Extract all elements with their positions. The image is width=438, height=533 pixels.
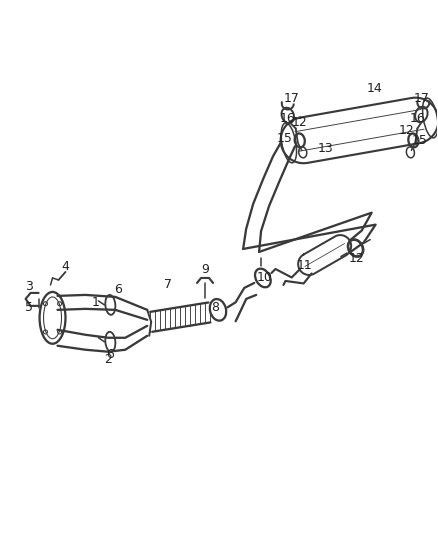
Text: 2: 2 <box>104 353 112 366</box>
Text: 5: 5 <box>25 301 32 314</box>
Text: 13: 13 <box>318 142 333 155</box>
Text: 4: 4 <box>62 261 70 273</box>
Text: 12: 12 <box>399 124 414 137</box>
Text: 1: 1 <box>92 296 99 309</box>
Text: 16: 16 <box>280 112 296 125</box>
Text: 17: 17 <box>413 92 429 105</box>
Text: 16: 16 <box>410 112 425 125</box>
Text: 15: 15 <box>277 132 293 145</box>
Text: 14: 14 <box>367 82 382 95</box>
Text: 15: 15 <box>411 134 427 147</box>
Text: 6: 6 <box>114 284 122 296</box>
Text: 11: 11 <box>297 259 313 271</box>
Text: 3: 3 <box>25 280 32 294</box>
Text: 6: 6 <box>106 348 114 361</box>
Text: 8: 8 <box>211 301 219 314</box>
Text: 12: 12 <box>292 116 307 129</box>
Text: 17: 17 <box>284 92 300 105</box>
Text: 12: 12 <box>349 252 364 264</box>
Text: 7: 7 <box>164 278 172 292</box>
Text: 10: 10 <box>257 271 273 285</box>
Text: 9: 9 <box>201 263 209 277</box>
